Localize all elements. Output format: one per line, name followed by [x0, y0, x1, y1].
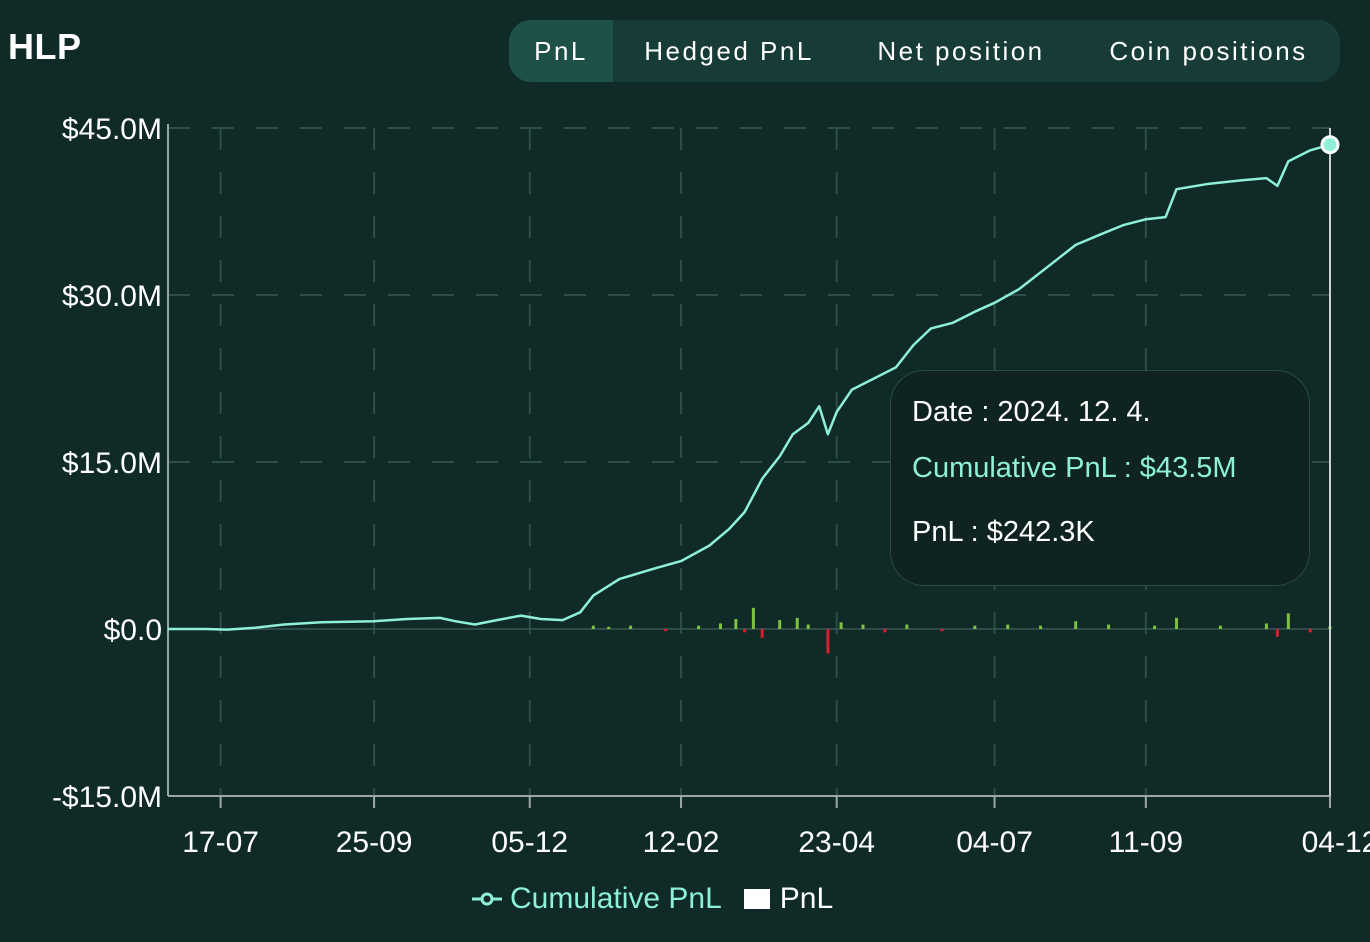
y-tick-label: $0.0: [104, 614, 162, 647]
pnl-bar: [940, 629, 944, 632]
pnl-bar: [1308, 629, 1312, 633]
pnl-bar: [1275, 629, 1279, 637]
x-tick-label: 23-04: [798, 826, 875, 859]
page-title: HLP: [8, 26, 82, 67]
highlight-point: [1320, 135, 1340, 155]
pnl-bar: [607, 626, 611, 629]
pnl-bar: [1175, 617, 1179, 629]
pnl-bar: [743, 629, 747, 633]
pnl-bar: [1074, 621, 1078, 629]
y-tick-label: $30.0M: [62, 280, 162, 313]
pnl-bar: [1286, 613, 1290, 629]
pnl-bar: [1218, 625, 1222, 629]
pnl-bar: [1107, 624, 1111, 629]
pnl-bar: [826, 629, 830, 654]
tooltip-cumulative-pnl: Cumulative PnL : $43.5M: [912, 452, 1237, 484]
chart-legend: Cumulative PnL PnL: [472, 882, 833, 916]
chart-view-tabs: PnL Hedged PnL Net position Coin positio…: [509, 20, 1340, 82]
tab-coin-positions[interactable]: Coin positions: [1109, 35, 1308, 66]
tooltip-pnl: PnL : $242.3K: [912, 516, 1095, 548]
x-tick-label: 25-09: [336, 826, 413, 859]
pnl-bar: [1039, 625, 1043, 629]
pnl-bar: [664, 629, 668, 632]
pnl-bar: [1153, 625, 1157, 629]
pnl-bar: [806, 624, 810, 629]
tab-hedged-pnl[interactable]: Hedged PnL: [644, 35, 814, 66]
pnl-bar: [883, 629, 887, 633]
pnl-bar: [905, 624, 909, 629]
pnl-bar: [1006, 624, 1010, 629]
pnl-bar: [697, 625, 701, 629]
pnl-bar: [591, 625, 595, 629]
pnl-bar: [839, 622, 843, 629]
chart-tooltip: Date : 2024. 12. 4. Cumulative PnL : $43…: [890, 370, 1310, 586]
tooltip-date: Date : 2024. 12. 4.: [912, 396, 1151, 428]
tab-net-position[interactable]: Net position: [877, 35, 1045, 66]
pnl-bar: [629, 625, 633, 629]
legend-cumulative-pnl[interactable]: Cumulative PnL: [510, 882, 722, 915]
legend-pnl[interactable]: PnL: [779, 882, 834, 915]
y-tick-label: -$15.0M: [52, 781, 162, 814]
x-tick-label: 05-12: [491, 826, 568, 859]
x-tick-label: 12-02: [643, 826, 720, 859]
pnl-bar: [760, 629, 764, 638]
tab-pnl[interactable]: PnL: [509, 20, 613, 82]
pnl-bar: [734, 618, 738, 629]
x-tick-label: 04-12: [1302, 826, 1370, 859]
pnl-bar: [973, 625, 977, 629]
x-tick-label: 17-07: [182, 826, 259, 859]
pnl-bar: [1264, 623, 1268, 629]
pnl-bar: [861, 624, 865, 629]
legend-line-marker-icon: [472, 892, 502, 906]
y-tick-label: $15.0M: [62, 447, 162, 480]
x-tick-label: 11-09: [1109, 826, 1184, 859]
pnl-bar: [795, 617, 799, 629]
pnl-bar: [751, 607, 755, 629]
x-tick-label: 04-07: [956, 826, 1033, 859]
legend-square-icon: [743, 889, 770, 909]
cumulative-pnl-line: [168, 143, 1331, 631]
pnl-bar: [718, 623, 722, 629]
pnl-bar: [778, 620, 782, 629]
y-tick-label: $45.0M: [62, 113, 162, 146]
